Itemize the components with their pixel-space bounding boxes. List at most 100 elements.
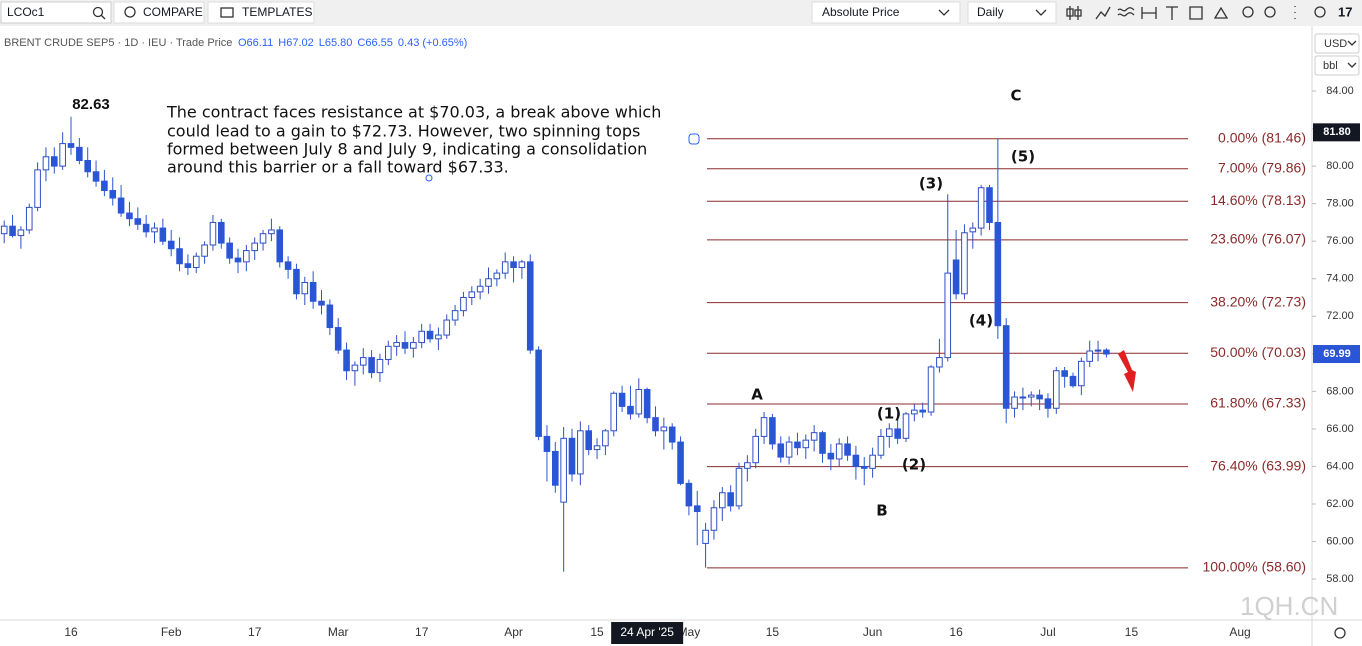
candle-body (51, 156, 58, 167)
candle-body (435, 334, 442, 340)
candle-body (911, 409, 918, 415)
candle-body (927, 366, 935, 413)
y-tick-label: 78.00 (1326, 198, 1354, 210)
price-badge-label: 81.80 (1323, 126, 1351, 138)
candle-body (1011, 396, 1018, 409)
zoom-in-icon[interactable] (1242, 6, 1254, 18)
handle[interactable] (688, 133, 700, 145)
candle-body (860, 465, 868, 469)
candle-body (752, 435, 760, 464)
candle-body (142, 223, 150, 233)
candle-body (685, 482, 693, 507)
unit-box[interactable] (1314, 55, 1360, 76)
y-tick-label: 64.00 (1326, 460, 1354, 472)
candle-body (251, 242, 258, 252)
wave-label: (1) (877, 405, 901, 423)
candle-body (844, 443, 851, 456)
candle-body (1086, 350, 1094, 362)
candle-body (101, 180, 108, 192)
candle-body (67, 143, 75, 148)
price-mode-dropdown[interactable] (811, 1, 961, 24)
candle-body (1036, 394, 1043, 400)
candle-body (209, 221, 217, 246)
range-icon[interactable] (1141, 7, 1157, 19)
x-tick-label: 16 (64, 625, 78, 639)
candle-body (226, 242, 233, 259)
candle-body (443, 319, 451, 336)
candle-body (635, 388, 643, 415)
unit[interactable]: bbl (1323, 60, 1338, 72)
candle-body (343, 349, 350, 372)
compare-button[interactable] (113, 1, 205, 24)
fib-label: 14.60% (78.13) (1210, 192, 1306, 208)
toolbar: LCOc1 COMPARE TEMPLATES Absolute Price D… (0, 0, 1362, 26)
currency[interactable]: USD (1324, 38, 1347, 50)
candle-body (526, 261, 534, 351)
shape-icon[interactable] (1189, 6, 1203, 20)
candle-body (1094, 349, 1102, 352)
symbol[interactable]: LCOc1 (7, 5, 45, 19)
candle-body (309, 282, 317, 302)
candle-body (42, 156, 50, 171)
candle-body (693, 505, 701, 513)
candle-body (643, 388, 651, 419)
y-tick-label: 62.00 (1326, 498, 1354, 510)
wave-icon[interactable] (1117, 7, 1135, 17)
candle-body (886, 428, 893, 437)
candle-body (710, 507, 718, 531)
candle-body (151, 227, 158, 233)
candle-body (727, 492, 734, 507)
annotation: The contract faces resistance at $70.03,… (166, 103, 700, 182)
price-badge-label: 69.99 (1323, 348, 1351, 360)
wave-label: (3) (919, 175, 943, 193)
candle-body (744, 462, 751, 469)
handle[interactable] (425, 174, 433, 182)
price-mode[interactable]: Absolute Price (822, 5, 900, 19)
candle-body (602, 430, 609, 447)
dropdown-arrow (1347, 62, 1357, 68)
price-badge (1313, 123, 1360, 142)
axis-settings-icon[interactable] (1334, 627, 1346, 639)
dropdown-arrow (1035, 9, 1047, 16)
candle-icon[interactable] (1066, 6, 1082, 20)
x-tick-label: Jul (1040, 625, 1055, 639)
candle-body (994, 221, 1002, 327)
currency-box[interactable] (1314, 33, 1360, 54)
candle-body (894, 428, 901, 439)
candle-body (802, 439, 810, 449)
candle-body (59, 143, 66, 167)
candle-body (34, 169, 41, 208)
x-tick-label: Mar (328, 625, 349, 639)
candle-body (334, 327, 342, 351)
candle-body (1002, 325, 1010, 409)
indicator-icon[interactable] (1095, 6, 1111, 20)
candle-body (393, 342, 400, 347)
x-tick-label: Feb (161, 625, 182, 639)
fib-label: 23.60% (76.07) (1210, 231, 1306, 247)
candle-body (501, 261, 509, 274)
candle-body (234, 257, 242, 263)
candle-body (877, 435, 885, 456)
templates-button[interactable] (207, 1, 315, 24)
search-icon[interactable] (92, 6, 104, 18)
templates-label[interactable]: TEMPLATES (242, 5, 312, 19)
candle-body (268, 229, 275, 235)
symbol-box[interactable] (0, 1, 112, 24)
ohlc-value: H67.02 (278, 37, 313, 49)
candle-body (560, 437, 567, 503)
compare-label[interactable]: COMPARE (143, 5, 203, 19)
candle-body (902, 413, 910, 439)
settings-icon[interactable] (1314, 6, 1326, 18)
candle-body (919, 409, 927, 413)
candle-body (1019, 396, 1027, 399)
wave-label: A (751, 386, 763, 404)
interval[interactable]: Daily (977, 5, 1004, 19)
candle-body (218, 221, 225, 244)
interval-dropdown[interactable] (967, 1, 1057, 24)
candle-body (810, 432, 818, 441)
dropdown-arrow (938, 9, 950, 16)
text-icon[interactable] (1166, 6, 1178, 20)
pattern-icon[interactable] (1213, 6, 1229, 19)
zoom-out-icon[interactable] (1264, 6, 1276, 18)
candle-body (1053, 370, 1060, 409)
